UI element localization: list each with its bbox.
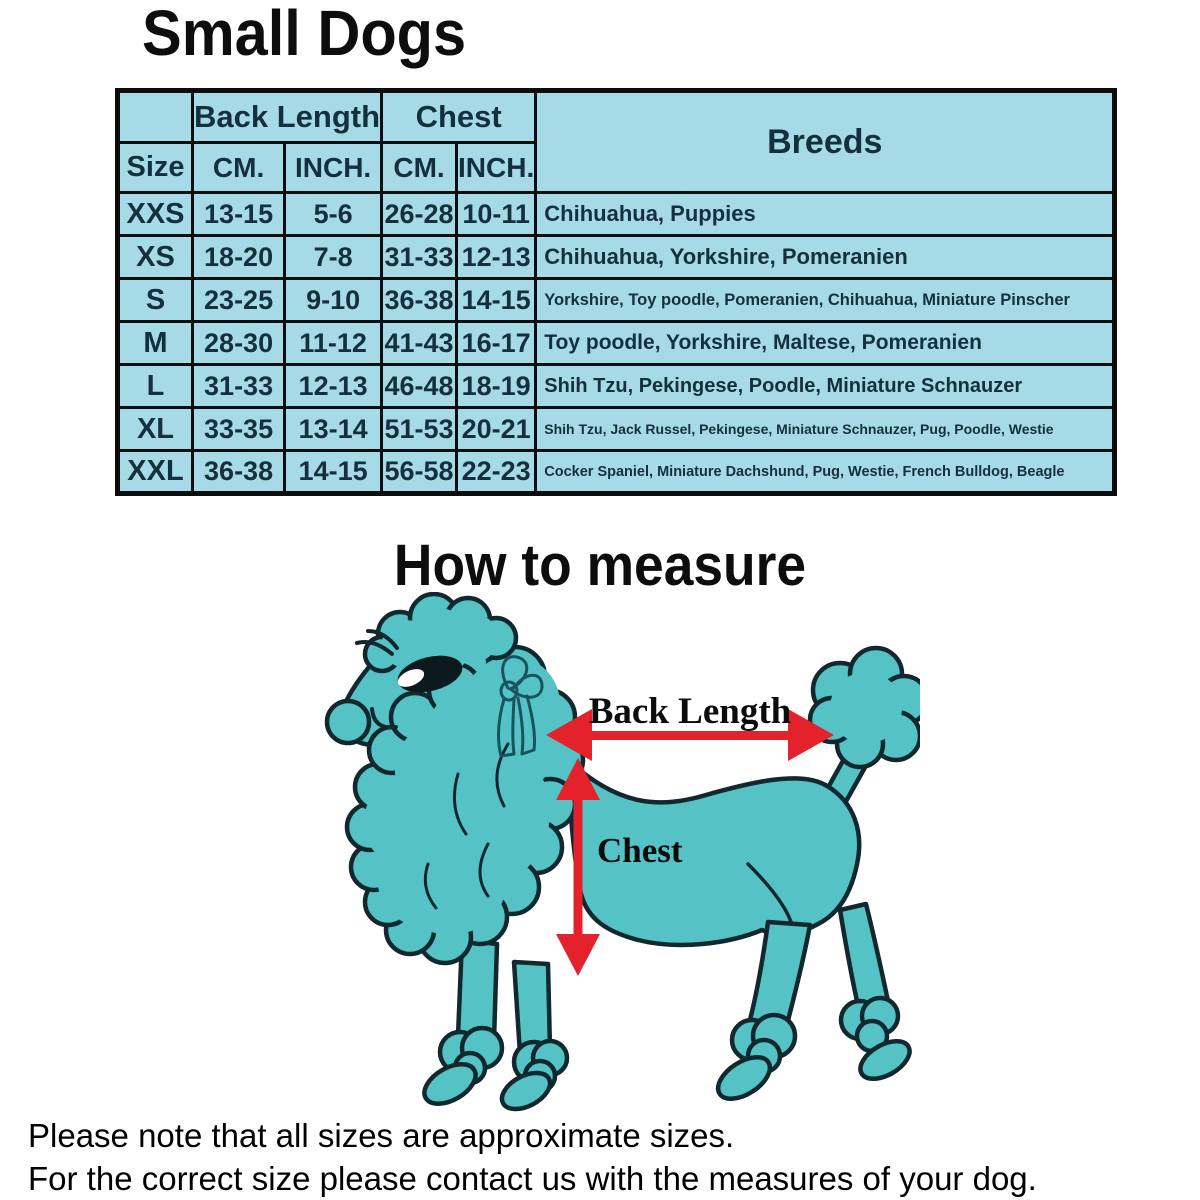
cell-back-cm: 28-30 <box>190 320 287 366</box>
rear-far-leg <box>837 901 912 1081</box>
table-row: XS 18-20 7-8 31-33 12-13 Chihuahua, York… <box>116 234 1117 280</box>
approximate-sizes-note: Please note that all sizes are approxima… <box>28 1114 1037 1200</box>
chest-cm-header: CM. <box>380 141 459 194</box>
cell-back-cm: 23-25 <box>190 277 287 323</box>
tail <box>807 645 920 815</box>
cell-breeds: Cocker Spaniel, Miniature Dachshund, Pug… <box>534 449 1117 495</box>
table-row: L 31-33 12-13 46-48 18-19 Shih Tzu, Peki… <box>116 363 1117 409</box>
cell-size: S <box>116 277 194 323</box>
cell-breeds: Yorkshire, Toy poodle, Pomeranien, Chihu… <box>534 277 1117 323</box>
cell-chest-cm: 31-33 <box>380 234 459 280</box>
cell-back-cm: 18-20 <box>190 234 287 280</box>
back-length-label: Back Length <box>589 691 792 732</box>
cell-size: XXS <box>116 191 194 237</box>
note-line-2: For the correct size please contact us w… <box>28 1160 1037 1197</box>
hair-bow <box>497 655 544 758</box>
cell-chest-inch: 20-21 <box>455 406 538 452</box>
top-knot <box>362 592 519 676</box>
cell-back-cm: 13-15 <box>190 191 287 237</box>
size-table: Back Length Chest Breeds Size CM. INCH. … <box>115 88 1118 496</box>
cell-chest-cm: 46-48 <box>380 363 459 409</box>
mane-fluff-lines <box>423 742 510 910</box>
cell-back-inch: 7-8 <box>283 234 384 280</box>
cell-back-cm: 31-33 <box>190 363 287 409</box>
cell-breeds: Shih Tzu, Pekingese, Poodle, Miniature S… <box>534 363 1117 409</box>
table-row: M 28-30 11-12 41-43 16-17 Toy poodle, Yo… <box>116 320 1117 366</box>
table-row: XL 33-35 13-14 51-53 20-21 Shih Tzu, Jac… <box>116 406 1117 452</box>
size-table-body: XXS 13-15 5-6 26-28 10-11 Chihuahua, Pup… <box>116 191 1117 495</box>
back-cm-header: CM. <box>190 141 287 194</box>
eye <box>397 655 463 693</box>
breeds-header: Breeds <box>534 89 1117 194</box>
back-length-group-header: Back Length <box>190 89 384 144</box>
cell-back-cm: 33-35 <box>190 406 287 452</box>
how-to-measure-title: How to measure <box>393 533 807 598</box>
cell-chest-cm: 41-43 <box>380 320 459 366</box>
cell-chest-inch: 22-23 <box>455 449 538 495</box>
page-title: Small Dogs <box>142 0 467 69</box>
chest-arrow-icon <box>556 758 600 976</box>
cell-back-inch: 14-15 <box>283 449 384 495</box>
size-header: Size <box>116 141 194 194</box>
cell-chest-inch: 14-15 <box>455 277 538 323</box>
cell-chest-cm: 36-38 <box>380 277 459 323</box>
cell-back-cm: 36-38 <box>190 449 287 495</box>
chest-label: Chest <box>597 831 683 870</box>
cell-breeds: Chihuahua, Yorkshire, Pomeranien <box>534 234 1117 280</box>
rear-near-leg <box>715 919 813 1101</box>
cell-back-inch: 13-14 <box>283 406 384 452</box>
cell-chest-inch: 16-17 <box>455 320 538 366</box>
front-near-leg <box>422 937 505 1106</box>
table-group-header-row: Back Length Chest Breeds <box>116 89 1117 194</box>
cell-size: L <box>116 363 194 409</box>
cell-chest-inch: 18-19 <box>455 363 538 409</box>
note-line-1: Please note that all sizes are approxima… <box>28 1117 735 1154</box>
thigh-line <box>746 862 794 927</box>
cell-chest-cm: 26-28 <box>380 191 459 237</box>
poodle-illustration: Back Length Chest <box>324 592 920 1112</box>
cell-breeds: Chihuahua, Puppies <box>534 191 1117 237</box>
body <box>565 757 862 948</box>
chest-inch-header: INCH. <box>455 141 538 194</box>
table-row: XXL 36-38 14-15 56-58 22-23 Cocker Spani… <box>116 449 1117 495</box>
table-subheader-row: Size CM. INCH. CM. INCH. <box>116 141 1115 194</box>
chest-group-header: Chest <box>380 89 538 144</box>
nose <box>324 698 372 746</box>
cell-back-inch: 12-13 <box>283 363 384 409</box>
back-length-arrow-icon <box>546 709 834 761</box>
cell-size: XS <box>116 234 194 280</box>
eyelashes <box>355 629 399 656</box>
cell-chest-inch: 10-11 <box>455 191 538 237</box>
front-far-leg <box>499 959 570 1112</box>
cell-size: XXL <box>116 449 194 495</box>
cell-chest-cm: 56-58 <box>380 449 459 495</box>
cell-back-inch: 9-10 <box>283 277 384 323</box>
table-row: S 23-25 9-10 36-38 14-15 Yorkshire, Toy … <box>116 277 1117 323</box>
smile-line <box>370 707 398 730</box>
cell-breeds: Toy poodle, Yorkshire, Maltese, Pomerani… <box>534 320 1117 366</box>
cell-chest-cm: 51-53 <box>380 406 459 452</box>
cell-back-inch: 11-12 <box>283 320 384 366</box>
table-row: XXS 13-15 5-6 26-28 10-11 Chihuahua, Pup… <box>116 191 1117 237</box>
cell-size: XL <box>116 406 194 452</box>
cell-size: M <box>116 320 194 366</box>
cell-breeds: Shih Tzu, Jack Russel, Pekingese, Miniat… <box>534 406 1117 452</box>
cell-back-inch: 5-6 <box>283 191 384 237</box>
cell-chest-inch: 12-13 <box>455 234 538 280</box>
empty-corner-cell <box>116 89 194 144</box>
back-inch-header: INCH. <box>283 141 384 194</box>
